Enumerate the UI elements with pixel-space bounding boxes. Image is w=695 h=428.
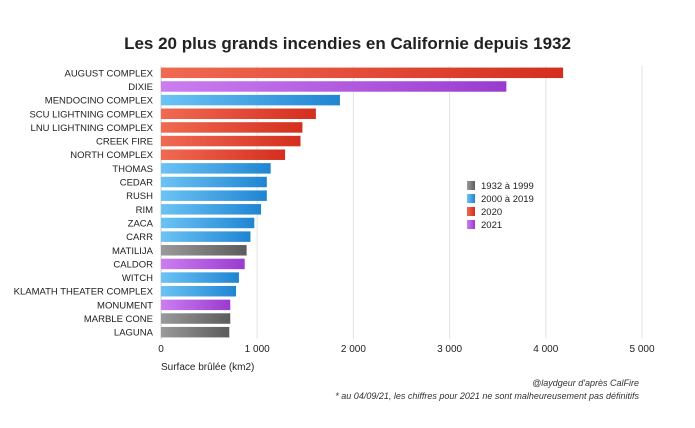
category-label: RIM (136, 205, 154, 216)
category-label: CREEK FIRE (96, 137, 153, 148)
bar (161, 326, 230, 338)
bar (161, 108, 316, 120)
category-label: SCU LIGHTNING COMPLEX (29, 109, 153, 120)
legend-swatch (467, 181, 475, 190)
bar (161, 204, 262, 215)
bar (161, 149, 286, 160)
category-label: LAGUNA (114, 328, 154, 339)
legend: 1932 à 1999 2000 à 2019 2020 2021 (467, 181, 534, 231)
bar (161, 163, 271, 174)
bar (161, 272, 239, 283)
category-label: MONUMENT (97, 300, 153, 311)
bar (161, 190, 267, 201)
legend-swatch (467, 220, 475, 229)
credit-text: @laydgeur d'après CalFire (532, 378, 639, 388)
bar (161, 122, 303, 133)
category-label: THOMAS (112, 164, 153, 175)
bar (161, 176, 267, 188)
x-tick-label: 2 000 (341, 344, 366, 355)
category-label: NORTH COMPLEX (70, 150, 153, 161)
x-tick-label: 1 000 (245, 344, 270, 355)
category-label: RUSH (126, 191, 153, 202)
category-label: MATILIJA (112, 246, 154, 257)
category-label: ZACA (128, 218, 154, 229)
category-label: CARR (126, 232, 153, 243)
category-label: MENDOCINO COMPLEX (45, 96, 154, 107)
category-label: KLAMATH THEATER COMPLEX (14, 287, 154, 298)
x-tick-label: 4 000 (533, 344, 558, 355)
x-tick-label: 3 000 (437, 344, 462, 355)
bar (161, 299, 231, 311)
bar (161, 258, 245, 270)
bar (161, 285, 237, 297)
x-tick-label: 5 000 (629, 344, 654, 355)
chart-title: Les 20 plus grands incendies en Californ… (124, 34, 571, 53)
grid-lines (160, 66, 643, 339)
legend-label: 2020 (481, 207, 502, 218)
bar (161, 313, 231, 324)
bar (161, 67, 564, 79)
category-label: DIXIE (128, 82, 153, 93)
bar (161, 94, 340, 106)
legend-label: 2021 (481, 220, 502, 231)
legend-swatch (467, 207, 475, 216)
legend-swatch (467, 194, 475, 203)
category-label: CEDAR (120, 178, 153, 189)
category-label: LNU LIGHTNING COMPLEX (31, 123, 154, 134)
x-axis-label: Surface brûlée (km2) (161, 362, 254, 373)
bar (161, 81, 507, 92)
category-label: AUGUST COMPLEX (64, 68, 153, 79)
x-tick-label: 0 (158, 344, 164, 355)
bar (161, 245, 247, 256)
legend-label: 2000 à 2019 (481, 194, 534, 205)
legend-label: 1932 à 1999 (481, 181, 534, 192)
footnote-text: * au 04/09/21, les chiffres pour 2021 ne… (335, 391, 639, 401)
bar (161, 135, 301, 147)
bar (161, 231, 251, 242)
bar (161, 217, 255, 229)
category-label: CALDOR (113, 259, 153, 270)
x-tick-labels: 0 1 000 2 000 3 000 4 000 5 000 (158, 344, 655, 355)
category-labels: AUGUST COMPLEX DIXIE MENDOCINO COMPLEX SCU … (14, 68, 154, 338)
bars (161, 67, 564, 338)
category-label: WITCH (122, 273, 153, 284)
category-label: MARBLE CONE (84, 314, 153, 325)
